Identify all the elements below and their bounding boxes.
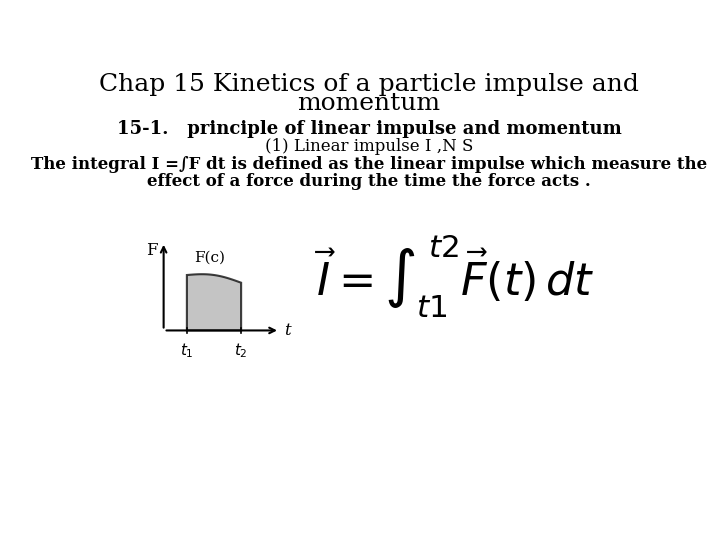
Text: (1) Linear impulse I ,N S: (1) Linear impulse I ,N S xyxy=(265,138,473,155)
Text: $t_1$: $t_1$ xyxy=(180,341,194,360)
Text: $t_2$: $t_2$ xyxy=(234,341,248,360)
Text: momentum: momentum xyxy=(297,92,441,115)
Text: $\vec{I} = \int_{t1}^{\,t2} \vec{F}(t)\,dt$: $\vec{I} = \int_{t1}^{\,t2} \vec{F}(t)\,… xyxy=(315,233,594,320)
Text: Chap 15 Kinetics of a particle impulse and: Chap 15 Kinetics of a particle impulse a… xyxy=(99,72,639,96)
Text: The integral I =∫F dt is defined as the linear impulse which measure the: The integral I =∫F dt is defined as the … xyxy=(31,156,707,173)
Text: effect of a force during the time the force acts .: effect of a force during the time the fo… xyxy=(147,173,591,190)
Text: F(c): F(c) xyxy=(194,251,225,265)
Text: 15-1.   principle of linear impulse and momentum: 15-1. principle of linear impulse and mo… xyxy=(117,120,621,138)
Text: F: F xyxy=(145,242,158,259)
Polygon shape xyxy=(187,274,241,330)
Text: t: t xyxy=(284,322,291,339)
